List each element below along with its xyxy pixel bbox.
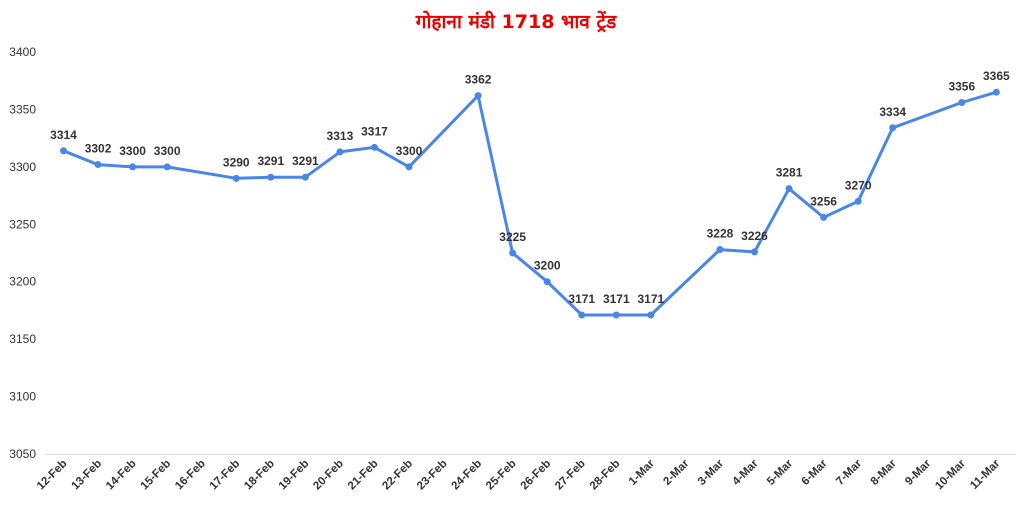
data-point xyxy=(612,311,620,319)
x-tick-label: 3-Mar xyxy=(696,457,727,488)
x-tick-label: 25-Feb xyxy=(484,458,519,493)
data-point xyxy=(232,174,240,182)
x-tick-label: 7-Mar xyxy=(834,457,865,488)
x-tick-label: 6-Mar xyxy=(800,457,831,488)
y-tick-label: 3250 xyxy=(9,217,36,231)
data-labels: 3314 3302 3300 3300 3290 3291 3291 3313 3317 3300… xyxy=(50,69,1010,306)
data-point xyxy=(958,99,966,107)
data-point xyxy=(889,124,897,132)
y-tick-label: 3200 xyxy=(9,275,36,289)
data-label: 3281 xyxy=(776,166,803,180)
x-tick-label: 17-Feb xyxy=(208,458,243,493)
x-tick-label: 9-Mar xyxy=(903,457,934,488)
x-tick-label: 16-Feb xyxy=(173,458,208,493)
chart-title: गोहाना मंडी 1718 भाव ट्रेंड xyxy=(415,11,617,33)
y-tick-label: 3050 xyxy=(9,447,36,461)
y-tick-label: 3300 xyxy=(9,160,36,174)
x-tick-label: 4-Mar xyxy=(730,457,761,488)
data-point xyxy=(370,143,378,151)
y-axis: 3050 3100 3150 3200 3250 3300 3350 3400 xyxy=(9,45,36,461)
data-point xyxy=(854,197,862,205)
x-tick-label: 1-Mar xyxy=(627,457,658,488)
data-label: 3225 xyxy=(499,230,526,244)
data-label: 3200 xyxy=(534,259,561,273)
data-point xyxy=(267,173,275,181)
data-label: 3334 xyxy=(879,105,906,119)
series-line xyxy=(60,88,1000,319)
data-point xyxy=(785,185,793,193)
data-point xyxy=(301,173,309,181)
data-point xyxy=(405,163,413,171)
x-tick-label: 21-Feb xyxy=(346,458,381,493)
x-tick-label: 15-Feb xyxy=(139,458,174,493)
x-tick-label: 12-Feb xyxy=(35,458,70,493)
x-tick-label: 22-Feb xyxy=(380,458,415,493)
data-point xyxy=(543,278,551,286)
x-tick-label: 5-Mar xyxy=(765,457,796,488)
data-label: 3228 xyxy=(707,227,734,241)
data-point xyxy=(647,311,655,319)
data-point xyxy=(820,213,828,221)
x-tick-label: 26-Feb xyxy=(519,458,554,493)
x-tick-label: 8-Mar xyxy=(869,457,900,488)
data-point xyxy=(94,161,102,169)
data-point xyxy=(129,163,137,171)
x-tick-label: 19-Feb xyxy=(277,458,312,493)
series-line-path xyxy=(62,90,998,317)
x-tick-label: 23-Feb xyxy=(415,458,450,493)
data-point xyxy=(336,148,344,156)
x-tick-label: 24-Feb xyxy=(450,458,485,493)
y-tick-label: 3150 xyxy=(9,332,36,346)
y-tick-label: 3100 xyxy=(9,390,36,404)
x-tick-label: 20-Feb xyxy=(311,458,346,493)
data-label: 3362 xyxy=(465,73,492,87)
data-label: 3171 xyxy=(637,292,664,306)
data-label: 3356 xyxy=(948,80,975,94)
data-point xyxy=(474,92,482,100)
y-tick-label: 3350 xyxy=(9,102,36,116)
x-tick-label: 13-Feb xyxy=(69,458,104,493)
data-label: 3291 xyxy=(292,154,319,168)
x-tick-label: 18-Feb xyxy=(242,458,277,493)
x-tick-label: 10-Mar xyxy=(933,457,968,492)
x-tick-label: 2-Mar xyxy=(661,457,692,488)
data-label: 3171 xyxy=(603,292,630,306)
data-point xyxy=(163,163,171,171)
y-tick-label: 3400 xyxy=(9,45,36,59)
data-point xyxy=(60,147,67,155)
data-label: 3290 xyxy=(223,155,250,169)
data-label: 3302 xyxy=(85,142,112,156)
data-label: 3365 xyxy=(983,69,1010,83)
x-tick-label: 28-Feb xyxy=(588,458,623,493)
data-label: 3226 xyxy=(741,229,768,243)
data-label: 3171 xyxy=(568,292,595,306)
data-label: 3300 xyxy=(119,144,146,158)
data-label: 3291 xyxy=(257,154,284,168)
x-tick-label: 11-Mar xyxy=(968,457,1003,492)
data-label: 3313 xyxy=(327,129,354,143)
data-label: 3317 xyxy=(361,124,388,138)
data-label: 3256 xyxy=(810,194,837,208)
data-label: 3300 xyxy=(396,144,423,158)
data-point xyxy=(578,311,586,319)
data-label: 3270 xyxy=(845,178,872,192)
data-point xyxy=(509,249,517,257)
data-point xyxy=(716,246,724,254)
data-label: 3300 xyxy=(154,144,181,158)
x-tick-label: 27-Feb xyxy=(553,458,588,493)
x-axis: 12-Feb 13-Feb 14-Feb 15-Feb 16-Feb 17-Feb 18-F… xyxy=(35,454,1015,493)
x-tick-label: 14-Feb xyxy=(104,458,139,493)
data-label: 3314 xyxy=(50,128,77,142)
data-point xyxy=(751,248,758,256)
data-point xyxy=(992,88,1000,96)
